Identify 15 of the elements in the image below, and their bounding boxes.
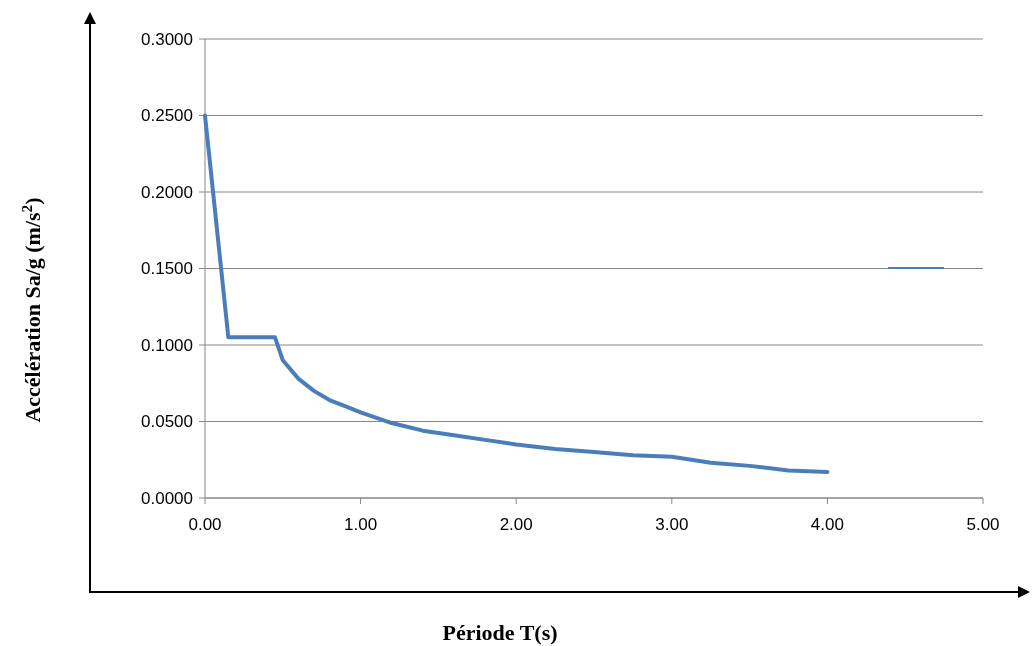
x-axis-title: Période T(s) [442,620,558,645]
line-series [203,113,830,474]
y-tick-label: 0.2000 [141,182,193,202]
y-tick-label: 0.2500 [141,106,193,126]
x-tick-label: 5.00 [966,515,1000,534]
x-tick-label: 1.00 [344,515,378,534]
y-tick-label: 0.3000 [141,29,193,49]
y-tick-label: 0.0500 [141,412,193,432]
x-tick-label: 2.00 [499,515,533,534]
y-tick-label: 0.0000 [141,488,193,508]
x-tick-label: 0.00 [188,515,222,534]
x-tick-label: 3.00 [655,515,689,534]
y-tick-label: 0.1000 [141,335,193,355]
x-tick-label: 4.00 [810,515,844,534]
y-tick-label: 0.1500 [141,259,193,279]
